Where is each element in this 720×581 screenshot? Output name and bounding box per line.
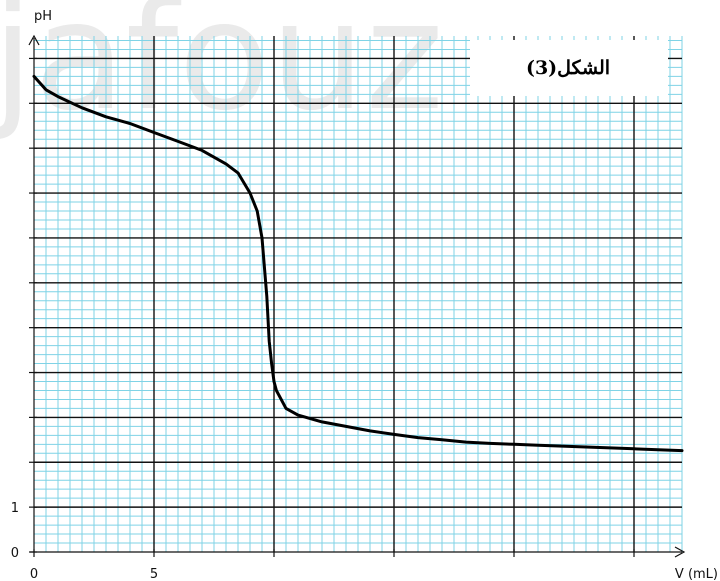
watermark-text: jafouz	[0, 0, 444, 144]
y-tick-label: 1	[11, 501, 19, 516]
x-axis-label: V (mL)	[675, 567, 718, 581]
y-axis-arrow	[28, 34, 40, 46]
x-tick-label: 5	[150, 567, 158, 581]
titration-curve	[32, 74, 684, 453]
x-tick-label: 0	[30, 567, 38, 581]
tick-labels: 0 5 0 1	[11, 57, 635, 581]
y-tick-label: 0	[11, 546, 19, 561]
axes	[28, 34, 686, 558]
figure-label: الشكل(3)	[526, 57, 610, 79]
figure-label-box	[470, 40, 668, 96]
y-axis-label: pH	[34, 9, 52, 24]
x-axis-arrow	[674, 546, 686, 558]
